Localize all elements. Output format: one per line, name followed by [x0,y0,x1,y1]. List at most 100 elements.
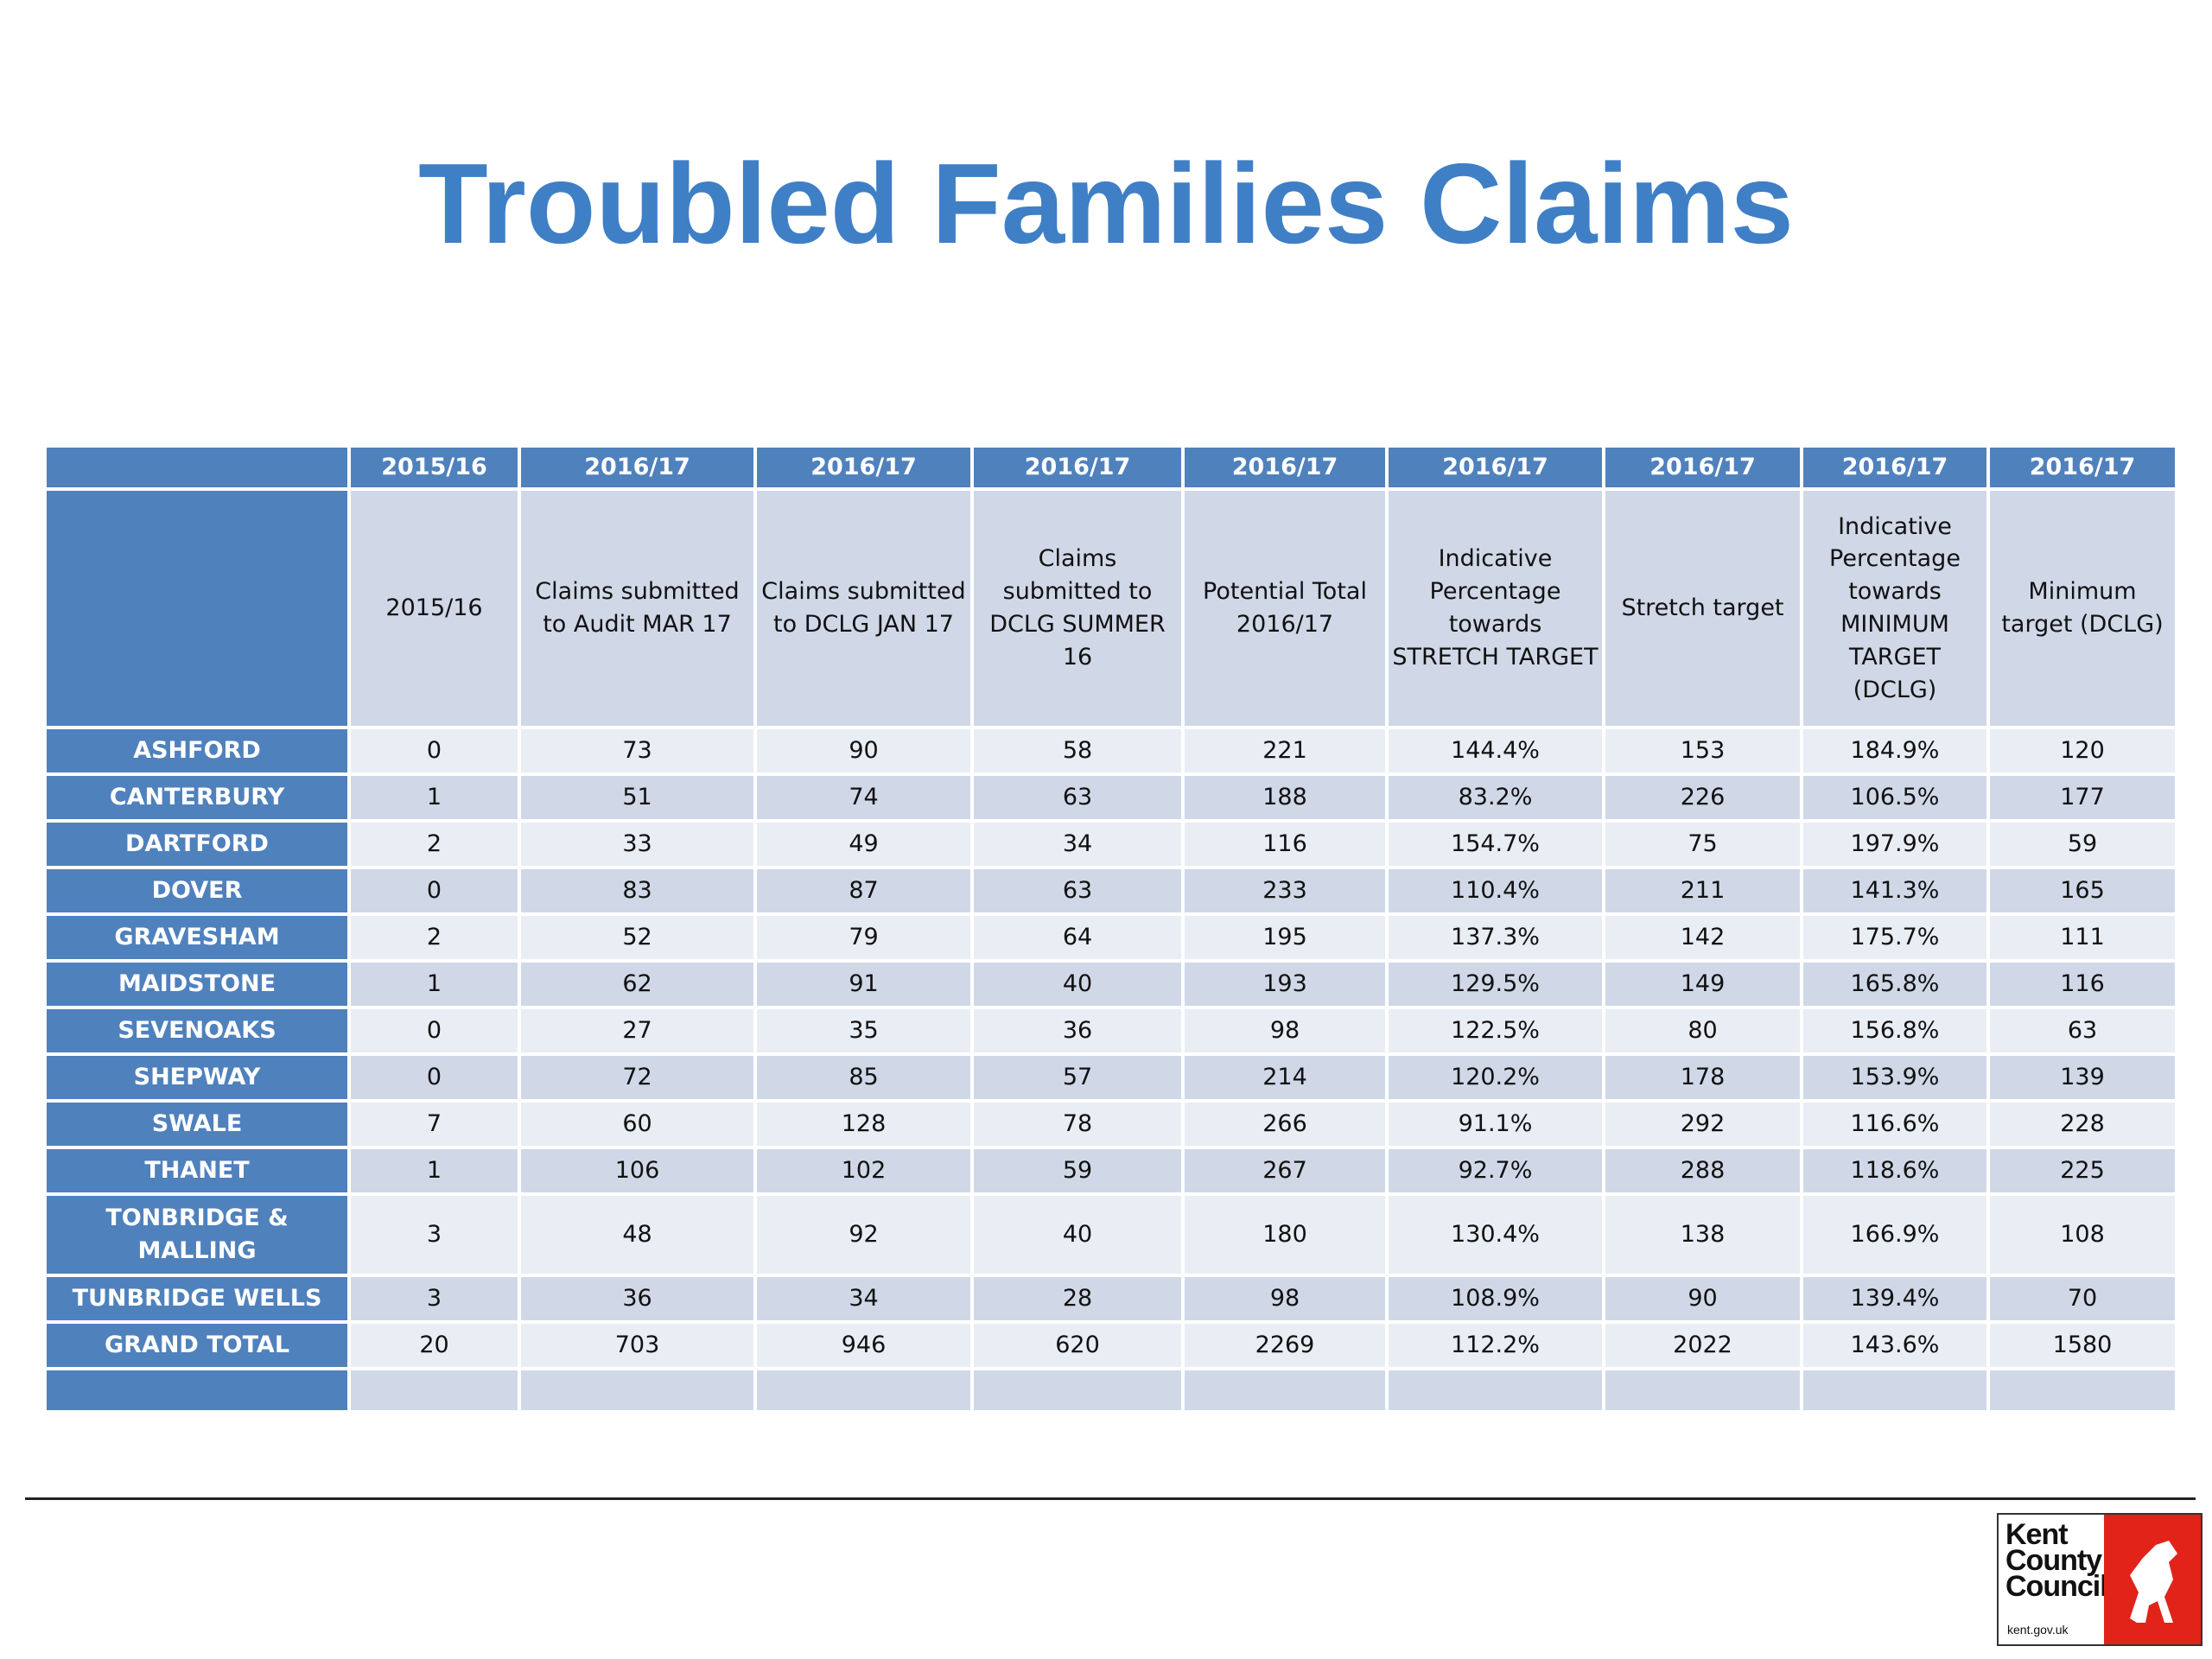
value-cell: 57 [974,1056,1181,1099]
value-cell: 946 [757,1324,970,1367]
value-cell: 153 [1605,729,1800,772]
value-cell: 130.4% [1389,1196,1602,1274]
value-cell: 49 [757,823,970,866]
value-cell: 2 [351,823,518,866]
data-row: DARTFORD 2 33 49 34 116 154.7% 75 197.9% 59 [47,823,2175,866]
column-label: Indicative Percentage towards MINIMUM TA… [1803,491,1986,726]
value-cell: 266 [1185,1103,1385,1146]
value-cell: 3 [351,1196,518,1274]
table-body: 2015/16 2016/17 2016/17 2016/17 2016/17 2016/… [47,448,2175,1410]
value-cell: 195 [1185,916,1385,959]
value-cell: 165 [1990,869,2175,912]
value-cell: 225 [1990,1149,2175,1192]
year-cell: 2015/16 [351,448,518,487]
district-cell: MAIDSTONE [47,963,347,1006]
value-cell: 36 [974,1009,1181,1052]
value-cell: 139.4% [1803,1277,1986,1320]
value-cell: 620 [974,1324,1181,1367]
value-cell: 144.4% [1389,729,1602,772]
logo-line: Kent [2005,1518,2069,1551]
value-cell: 111 [1990,916,2175,959]
value-cell: 63 [1990,1009,2175,1052]
value-cell: 70 [1990,1277,2175,1320]
empty-cell [521,1370,753,1410]
data-row: MAIDSTONE 1 62 91 40 193 129.5% 149 165.8% 116 [47,963,2175,1006]
value-cell: 180 [1185,1196,1385,1274]
value-cell: 0 [351,1009,518,1052]
value-cell: 48 [521,1196,753,1274]
value-cell: 128 [757,1103,970,1146]
value-cell: 78 [974,1103,1181,1146]
data-row: CANTERBURY 1 51 74 63 188 83.2% 226 106.5% 177 [47,776,2175,819]
value-cell: 143.6% [1803,1324,1986,1367]
value-cell: 228 [1990,1103,2175,1146]
year-cell: 2016/17 [757,448,970,487]
data-row: THANET 1 106 102 59 267 92.7% 288 118.6% 225 [47,1149,2175,1192]
empty-cell [1803,1370,1986,1410]
data-row: SWALE 7 60 128 78 266 91.1% 292 116.6% 228 [47,1103,2175,1146]
value-cell: 197.9% [1803,823,1986,866]
empty-cell [1990,1370,2175,1410]
value-cell: 211 [1605,869,1800,912]
value-cell: 3 [351,1277,518,1320]
district-cell: TONBRIDGE & MALLING [47,1196,347,1274]
value-cell: 165.8% [1803,963,1986,1006]
column-label: Minimum target (DCLG) [1990,491,2175,726]
value-cell: 1 [351,1149,518,1192]
column-label: Claims submitted to DCLG SUMMER 16 [974,491,1181,726]
district-cell: DOVER [47,869,347,912]
value-cell: 188 [1185,776,1385,819]
value-cell: 33 [521,823,753,866]
value-cell: 7 [351,1103,518,1146]
value-cell: 106.5% [1803,776,1986,819]
column-label: Potential Total 2016/17 [1185,491,1385,726]
data-row: SEVENOAKS 0 27 35 36 98 122.5% 80 156.8% 63 [47,1009,2175,1052]
value-cell: 108.9% [1389,1277,1602,1320]
column-label: Claims submitted to Audit MAR 17 [521,491,753,726]
value-cell: 35 [757,1009,970,1052]
empty-cell [757,1370,970,1410]
corner-cell [47,448,347,487]
district-cell: ASHFORD [47,729,347,772]
value-cell: 51 [521,776,753,819]
district-cell: GRAVESHAM [47,916,347,959]
value-cell: 214 [1185,1056,1385,1099]
value-cell: 175.7% [1803,916,1986,959]
value-cell: 85 [757,1056,970,1099]
value-cell: 129.5% [1389,963,1602,1006]
value-cell: 62 [521,963,753,1006]
value-cell: 98 [1185,1009,1385,1052]
value-cell: 120 [1990,729,2175,772]
value-cell: 36 [521,1277,753,1320]
value-cell: 74 [757,776,970,819]
value-cell: 98 [1185,1277,1385,1320]
year-cell: 2016/17 [1990,448,2175,487]
value-cell: 226 [1605,776,1800,819]
value-cell: 156.8% [1803,1009,1986,1052]
value-cell: 221 [1185,729,1385,772]
year-cell: 2016/17 [521,448,753,487]
value-cell: 154.7% [1389,823,1602,866]
divider [25,1497,2196,1500]
value-cell: 83 [521,869,753,912]
value-cell: 72 [521,1056,753,1099]
value-cell: 142 [1605,916,1800,959]
year-cell: 2016/17 [1389,448,1602,487]
value-cell: 79 [757,916,970,959]
value-cell: 112.2% [1389,1324,1602,1367]
value-cell: 90 [757,729,970,772]
value-cell: 178 [1605,1056,1800,1099]
value-cell: 233 [1185,869,1385,912]
logo-url: kent.gov.uk [2007,1623,2069,1637]
data-row: TONBRIDGE & MALLING 3 48 92 40 180 130.4% 138 16… [47,1196,2175,1274]
label-row: 2015/16 Claims submitted to Audit MAR 17 C… [47,491,2175,726]
district-cell: GRAND TOTAL [47,1324,347,1367]
year-cell: 2016/17 [1803,448,1986,487]
value-cell: 139 [1990,1056,2175,1099]
value-cell: 193 [1185,963,1385,1006]
data-row: TUNBRIDGE WELLS 3 36 34 28 98 108.9% 90 139.4% 70 [47,1277,2175,1320]
logo-line: County [2005,1544,2102,1577]
year-cell: 2016/17 [1185,448,1385,487]
empty-cell [1389,1370,1602,1410]
